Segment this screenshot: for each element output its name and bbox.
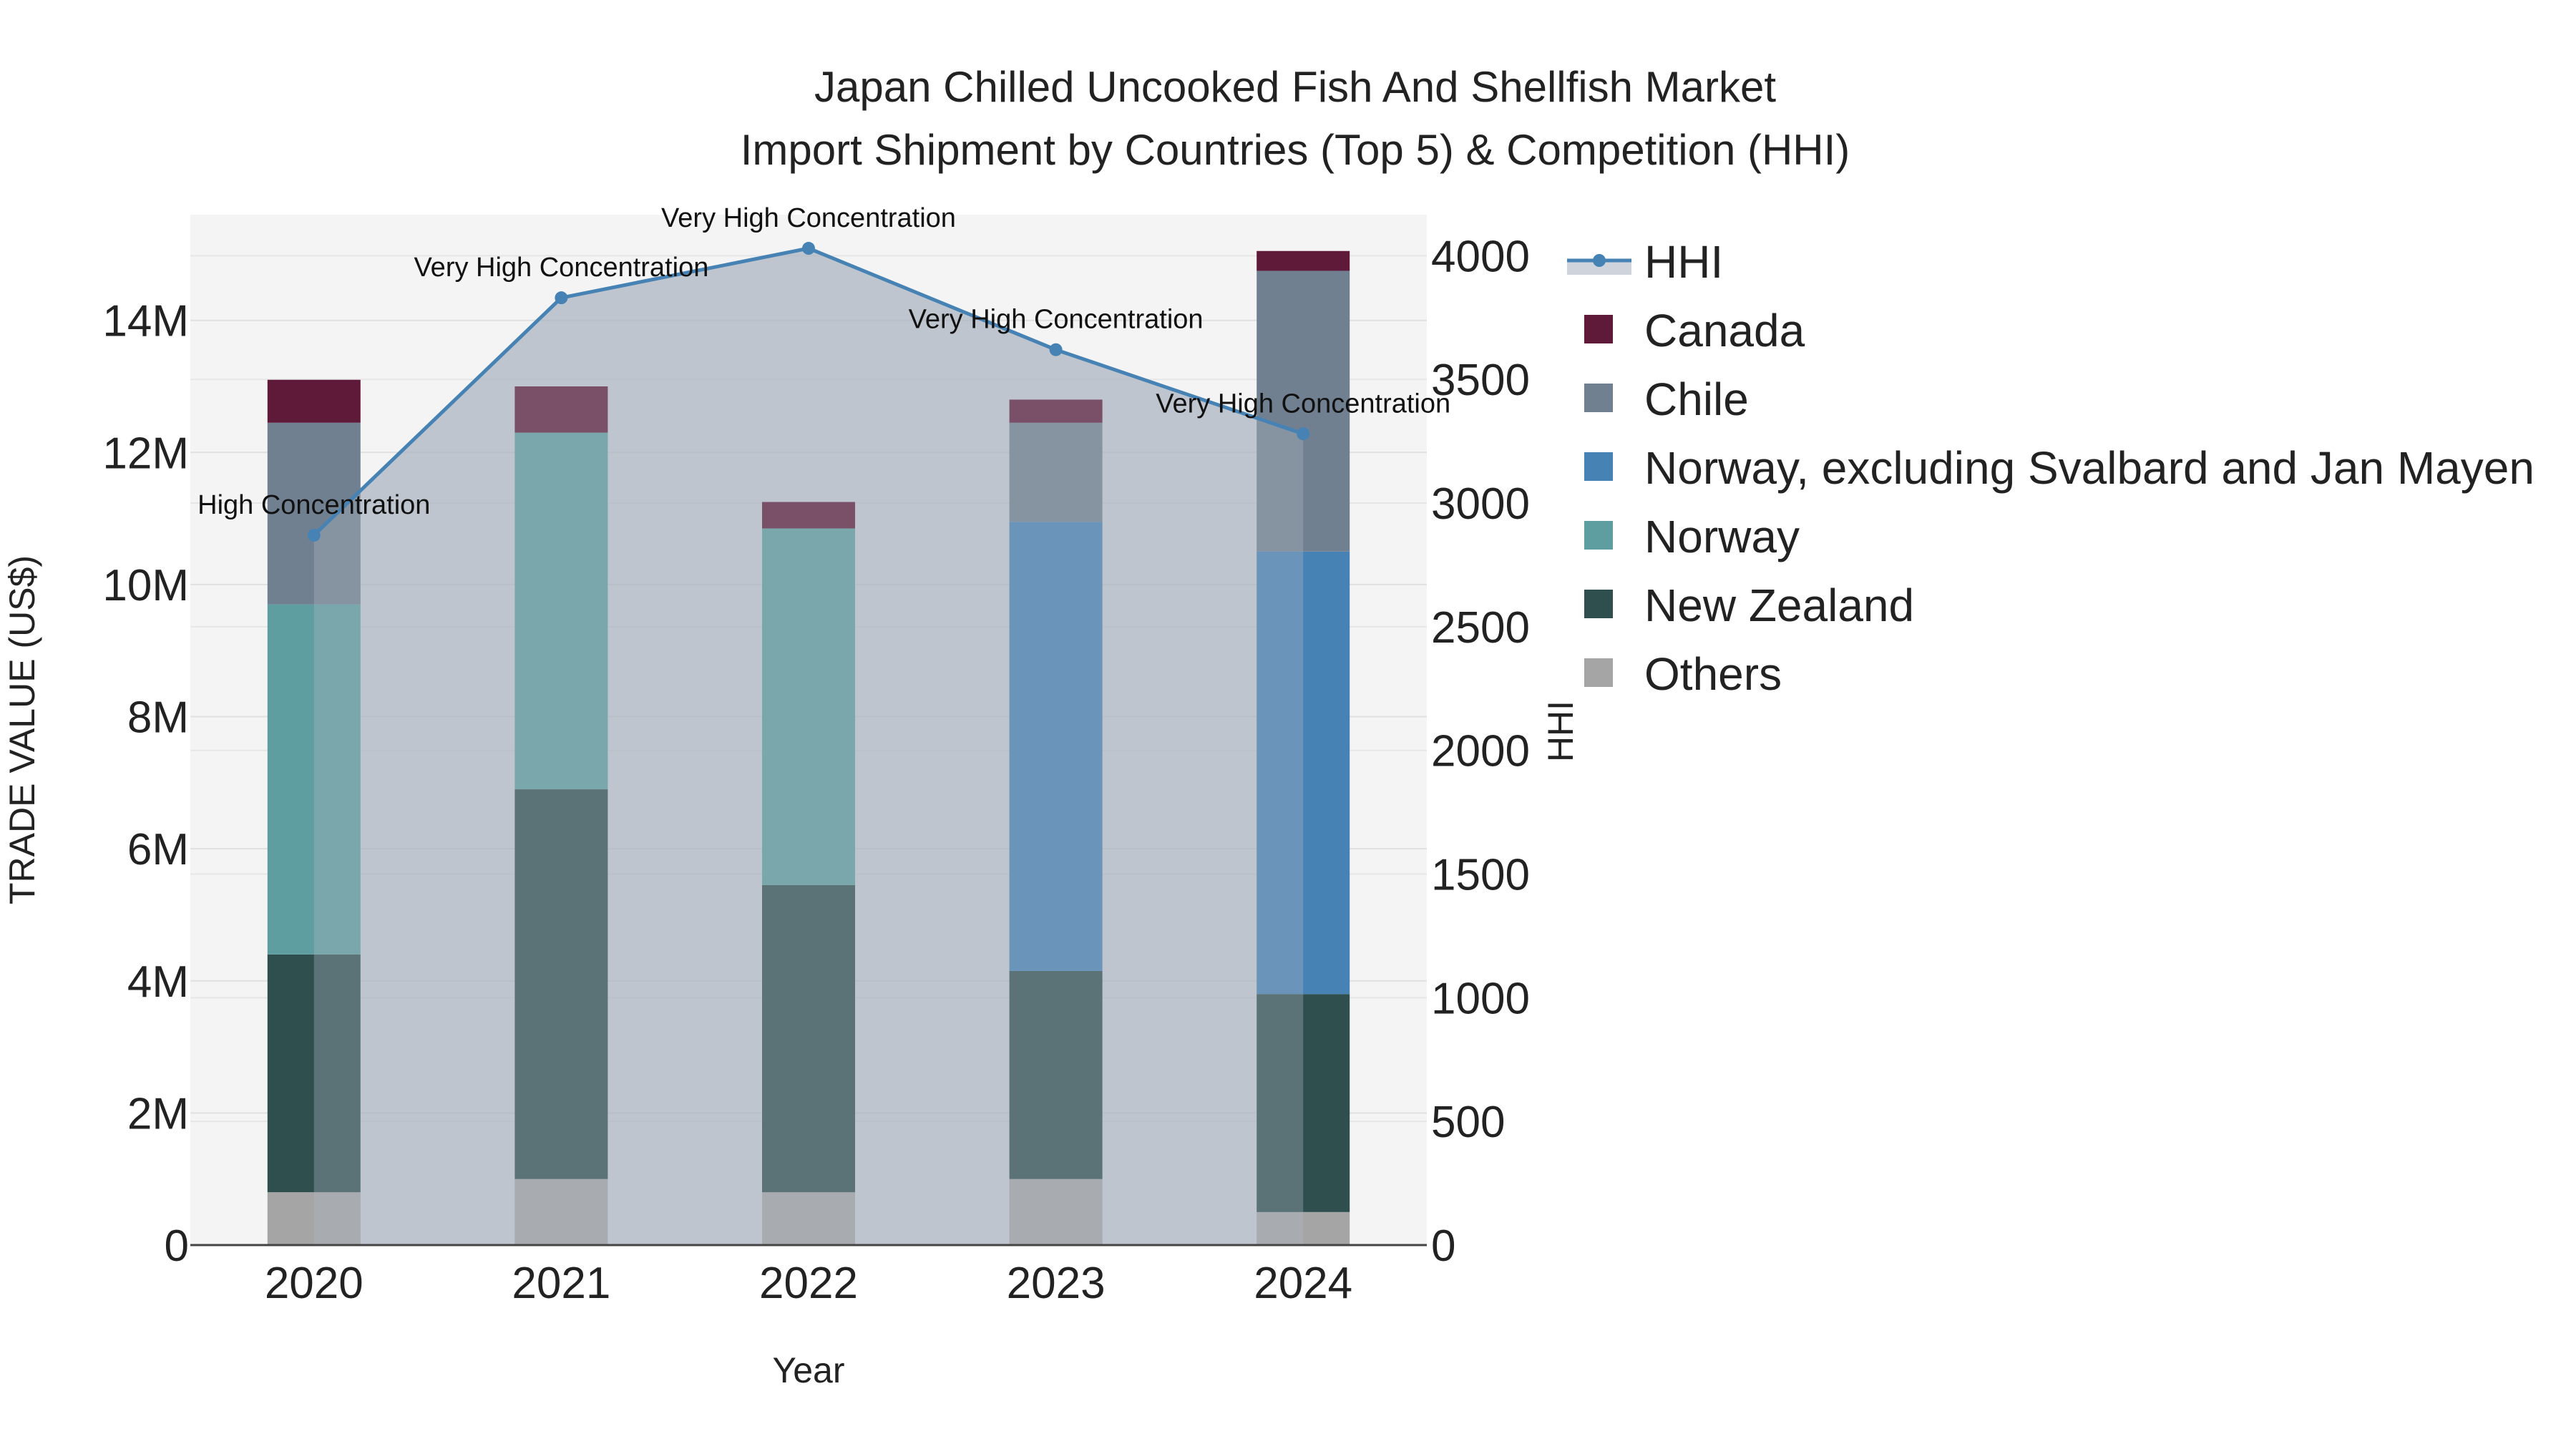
bar-others-2020 [267, 1192, 361, 1245]
y2-tick-label: 4000 [1431, 232, 1530, 281]
x-tick-label: 2021 [512, 1259, 610, 1308]
hhi-point-2021 [555, 291, 568, 305]
y-tick-label: 6M [127, 825, 189, 874]
y-axis-title: TRADE VALUE (US$) [2, 555, 42, 904]
hhi-annotation-2023: Very High Concentration [909, 305, 1204, 335]
legend-label-hhi: HHI [1644, 236, 1723, 288]
hhi-annotations: High Concentration Very High Concentratio… [197, 203, 1450, 520]
bar-norway-excluding-svalbard-and-jan-mayen-2023 [1009, 522, 1103, 971]
y-tick-label: 0 [165, 1221, 189, 1271]
legend-swatch-hhi-marker [1593, 254, 1606, 267]
bars [267, 250, 1350, 1245]
y-tick-label: 14M [102, 297, 189, 346]
y2-tick-label: 1500 [1431, 851, 1530, 900]
bar-norway-2021 [514, 432, 608, 790]
y-tick-label: 12M [102, 429, 189, 478]
bar-norway-2020 [267, 604, 361, 955]
legend-label-norway: Norway [1644, 511, 1800, 562]
bar-chile-2020 [267, 422, 361, 605]
chart-title-line1: Japan Chilled Uncooked Fish And Shellfis… [814, 63, 1776, 111]
bar-chile-2023 [1009, 422, 1103, 522]
hhi-point-2020 [307, 528, 321, 542]
legend-swatch-norway-excluding-svalbard-and-jan-mayen [1584, 452, 1613, 481]
hhi-point-2023 [1049, 343, 1063, 356]
x-axis-ticks: 2020 2021 2022 2023 2024 [265, 1259, 1352, 1308]
legend-swatch-new-zealand [1584, 590, 1613, 618]
hhi-line [307, 242, 1310, 1245]
bar-new-zealand-2020 [267, 954, 361, 1193]
legend-swatch-others [1584, 658, 1613, 687]
hhi-annotation-2021: Very High Concentration [414, 253, 708, 283]
x-tick-label: 2024 [1254, 1259, 1352, 1308]
bar-canada-2021 [514, 386, 608, 433]
x-tick-label: 2023 [1007, 1259, 1106, 1308]
bar-canada-2023 [1009, 399, 1103, 423]
bar-others-2022 [762, 1192, 855, 1245]
hhi-area-overlay [313, 248, 1304, 1245]
bar-canada-2020 [267, 379, 361, 423]
y-tick-label: 2M [127, 1089, 189, 1138]
bar-norway-excluding-svalbard-and-jan-mayen-2024 [1257, 551, 1350, 995]
y-tick-label: 10M [102, 561, 189, 610]
bar-others-2023 [1009, 1179, 1103, 1245]
chart-title-line2: Import Shipment by Countries (Top 5) & C… [741, 126, 1850, 174]
legend-label-new-zealand: New Zealand [1644, 580, 1914, 631]
hhi-point-2024 [1297, 427, 1310, 441]
legend-label-norway-excluding-svalbard-and-jan-mayen: Norway, excluding Svalbard and Jan Mayen [1644, 442, 2534, 494]
legend-label-others: Others [1644, 648, 1782, 700]
y2-tick-label: 500 [1431, 1098, 1505, 1147]
bar-others-2021 [514, 1179, 608, 1245]
y-axis-ticks: 0 2M 4M 6M 8M 10M 12M 14M [102, 297, 189, 1271]
legend-swatch-chile [1584, 384, 1613, 412]
bar-others-2024 [1257, 1211, 1350, 1245]
y2-tick-label: 0 [1431, 1221, 1455, 1271]
hhi-point-2022 [802, 242, 815, 255]
hhi-annotation-2024: Very High Concentration [1156, 389, 1450, 419]
y2-axis-title: HHI [1541, 701, 1581, 762]
hhi-annotation-2022: Very High Concentration [661, 203, 956, 233]
bar-norway-2022 [762, 528, 855, 885]
legend-swatch-canada [1584, 315, 1613, 343]
bar-new-zealand-2023 [1009, 970, 1103, 1179]
legend-label-canada: Canada [1644, 305, 1805, 356]
legend-swatch-norway [1584, 521, 1613, 550]
y2-tick-label: 1000 [1431, 974, 1530, 1023]
bar-new-zealand-2024 [1257, 994, 1350, 1212]
x-axis-title: Year [772, 1350, 844, 1390]
y-tick-label: 8M [127, 693, 189, 743]
y2-tick-label: 2000 [1431, 727, 1530, 776]
y-tick-label: 4M [127, 957, 189, 1007]
legend: HHI Canada Chile Norway, excluding Svalbard… [1567, 236, 2534, 700]
y2-tick-label: 2500 [1431, 603, 1530, 653]
bar-canada-2022 [762, 502, 855, 529]
y2-tick-label: 3500 [1431, 356, 1530, 405]
bar-new-zealand-2021 [514, 789, 608, 1179]
y2-axis-ticks: 0 500 1000 1500 2000 2500 3000 3500 4000 [1431, 232, 1530, 1271]
x-tick-label: 2022 [759, 1259, 858, 1308]
hhi-annotation-2020: High Concentration [197, 490, 430, 520]
bar-new-zealand-2022 [762, 884, 855, 1193]
y2-tick-label: 3000 [1431, 479, 1530, 529]
x-tick-label: 2020 [265, 1259, 364, 1308]
bar-chile-2024 [1257, 270, 1350, 552]
legend-label-chile: Chile [1644, 374, 1749, 425]
bar-canada-2024 [1257, 250, 1350, 271]
